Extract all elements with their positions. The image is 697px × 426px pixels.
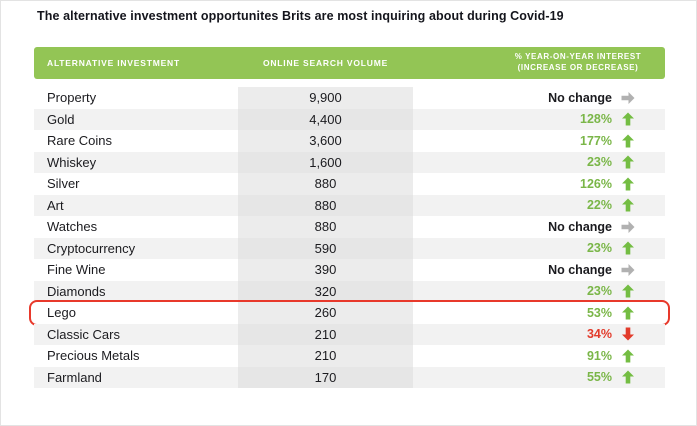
search-volume: 210 xyxy=(238,323,413,345)
table-row: Rare Coins 3,600 177% xyxy=(34,130,665,152)
search-volume: 320 xyxy=(238,280,413,302)
trend-arrow-icon xyxy=(621,263,635,277)
yoy-change-cell: 128% xyxy=(413,109,665,131)
yoy-change-value: 22% xyxy=(586,198,612,213)
trend-arrow-icon xyxy=(621,370,635,384)
investment-name: Art xyxy=(47,197,64,213)
investment-name: Precious Metals xyxy=(47,348,140,364)
trend-arrow-icon xyxy=(621,284,635,298)
investment-name: Lego xyxy=(47,305,76,321)
investment-name: Fine Wine xyxy=(47,262,106,278)
header-online-search-volume: ONLINE SEARCH VOLUME xyxy=(262,58,389,68)
search-volume: 260 xyxy=(238,302,413,324)
investment-name: Diamonds xyxy=(47,283,106,299)
yoy-change-value: 34% xyxy=(586,327,612,342)
yoy-change-cell: No change xyxy=(413,87,665,109)
search-volume: 3,600 xyxy=(238,130,413,152)
trend-arrow-icon xyxy=(621,91,635,105)
table-row: Classic Cars 210 34% xyxy=(34,323,665,346)
trend-arrow-icon xyxy=(621,327,635,341)
trend-arrow-icon xyxy=(621,349,635,363)
investment-name: Cryptocurrency xyxy=(47,240,136,256)
table-row: Whiskey 1,600 23% xyxy=(34,151,665,174)
yoy-change-cell: 91% xyxy=(413,345,665,367)
investment-name: Rare Coins xyxy=(47,133,113,149)
search-volume: 9,900 xyxy=(238,87,413,109)
yoy-change-value: 53% xyxy=(586,305,612,320)
investment-name: Gold xyxy=(47,111,75,127)
yoy-change-cell: 23% xyxy=(413,281,665,303)
yoy-change-value: 23% xyxy=(586,284,612,299)
search-volume: 1,600 xyxy=(238,151,413,173)
table-header: ALTERNATIVE INVESTMENT ONLINE SEARCH VOL… xyxy=(34,47,665,79)
investment-name: Farmland xyxy=(47,369,102,385)
yoy-change-cell: 22% xyxy=(413,195,665,217)
header-yoy-line1: % YEAR-ON-YEAR INTEREST xyxy=(514,52,642,62)
trend-arrow-icon xyxy=(621,220,635,234)
search-volume: 590 xyxy=(238,237,413,259)
yoy-change-value: No change xyxy=(548,219,612,234)
trend-arrow-icon xyxy=(621,134,635,148)
investment-name: Watches xyxy=(47,219,98,235)
yoy-change-cell: No change xyxy=(413,259,665,281)
table-row-highlighted-lego: Lego 260 53% xyxy=(29,300,670,325)
yoy-change-value: 55% xyxy=(586,370,612,385)
yoy-change-cell: 23% xyxy=(413,238,665,260)
investment-name: Silver xyxy=(47,176,80,192)
yoy-change-value: No change xyxy=(548,262,612,277)
yoy-change-cell: No change xyxy=(413,216,665,238)
page-title: The alternative investment opportunites … xyxy=(37,9,564,23)
table-row: Art 880 22% xyxy=(34,194,665,217)
search-volume: 880 xyxy=(238,216,413,238)
yoy-change-value: 126% xyxy=(580,176,612,191)
table-row: Farmland 170 55% xyxy=(34,366,665,389)
yoy-change-value: 23% xyxy=(586,241,612,256)
trend-arrow-icon xyxy=(621,112,635,126)
table-row: Precious Metals 210 91% xyxy=(34,345,665,367)
trend-arrow-icon xyxy=(621,198,635,212)
trend-arrow-icon xyxy=(621,177,635,191)
header-alternative-investment: ALTERNATIVE INVESTMENT xyxy=(47,58,180,68)
table-body: Property 9,900 No change Gold 4,400 128%… xyxy=(29,87,670,389)
yoy-change-cell: 177% xyxy=(413,130,665,152)
header-yoy-line2: (INCREASE OR DECREASE) xyxy=(517,63,639,72)
yoy-change-cell: 126% xyxy=(413,173,665,195)
investment-name: Whiskey xyxy=(47,154,97,170)
investment-name: Property xyxy=(47,90,97,106)
table-row: Cryptocurrency 590 23% xyxy=(34,237,665,260)
yoy-change-cell: 53% xyxy=(413,302,665,324)
trend-arrow-icon xyxy=(621,306,635,320)
search-volume: 390 xyxy=(238,259,413,281)
investments-table: ALTERNATIVE INVESTMENT ONLINE SEARCH VOL… xyxy=(29,47,670,389)
yoy-change-cell: 23% xyxy=(413,152,665,174)
trend-arrow-icon xyxy=(621,241,635,255)
yoy-change-cell: 55% xyxy=(413,367,665,389)
search-volume: 4,400 xyxy=(238,108,413,130)
table-row: Fine Wine 390 No change xyxy=(34,259,665,281)
yoy-change-cell: 34% xyxy=(413,324,665,346)
table-row: Gold 4,400 128% xyxy=(34,108,665,131)
yoy-change-value: No change xyxy=(548,90,612,105)
table-row: Watches 880 No change xyxy=(34,216,665,238)
search-volume: 880 xyxy=(238,173,413,195)
yoy-change-value: 23% xyxy=(586,155,612,170)
investment-name: Classic Cars xyxy=(47,326,120,342)
table-row: Diamonds 320 23% xyxy=(34,280,665,303)
yoy-change-value: 128% xyxy=(580,112,612,127)
table-row: Property 9,900 No change xyxy=(34,87,665,109)
table-row: Silver 880 126% xyxy=(34,173,665,195)
trend-arrow-icon xyxy=(621,155,635,169)
header-yoy-interest: % YEAR-ON-YEAR INTEREST (INCREASE OR DEC… xyxy=(413,52,665,74)
yoy-change-value: 91% xyxy=(586,348,612,363)
search-volume: 210 xyxy=(238,345,413,367)
search-volume: 170 xyxy=(238,366,413,388)
yoy-change-value: 177% xyxy=(580,133,612,148)
search-volume: 880 xyxy=(238,194,413,216)
